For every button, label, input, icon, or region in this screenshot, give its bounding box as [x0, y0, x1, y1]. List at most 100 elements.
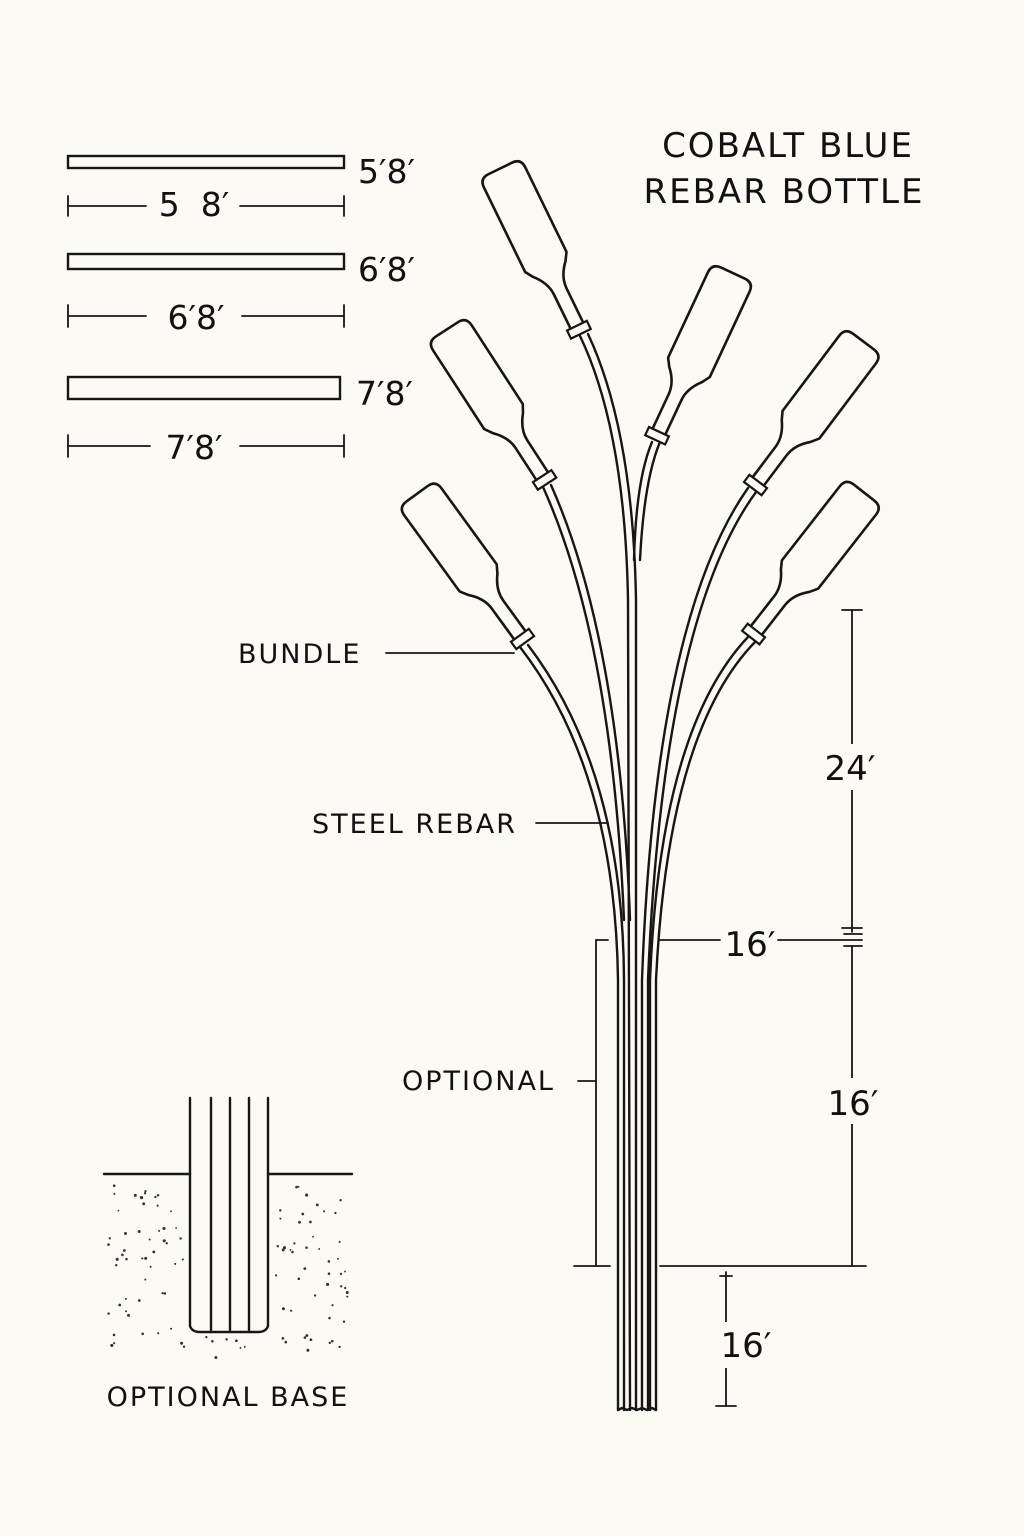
- soil-dot: [275, 1274, 278, 1277]
- title-line-1: COBALT BLUE: [662, 126, 914, 166]
- soil-dot: [113, 1192, 116, 1195]
- soil-dot: [148, 1238, 151, 1241]
- middle-dimension-label: 16′: [828, 1084, 879, 1124]
- soil-dot: [243, 1345, 246, 1348]
- soil-dot: [339, 1272, 343, 1276]
- lower-dimension-label: 16′: [721, 1326, 772, 1366]
- middle-dimension-line: [659, 945, 890, 1267]
- rod-length-label-1: 5′8′: [358, 152, 415, 191]
- bottle-1: [481, 160, 593, 341]
- bottle-3: [429, 318, 558, 492]
- soil-dot: [281, 1248, 285, 1252]
- bottle-6: [740, 480, 880, 646]
- soil-dot: [107, 1312, 110, 1315]
- soil-dot: [289, 1248, 292, 1251]
- soil-dot: [334, 1211, 337, 1215]
- title-line-2: REBAR BOTTLE: [644, 172, 925, 212]
- soil-dot: [181, 1258, 184, 1261]
- soil-dot: [305, 1246, 308, 1249]
- bottles: [400, 160, 880, 651]
- rod-bar-2: [66, 252, 346, 271]
- soil-dot: [323, 1210, 326, 1213]
- soil-dot: [309, 1338, 313, 1342]
- soil-dot: [281, 1307, 285, 1311]
- soil-dot: [144, 1190, 147, 1193]
- soil-dot: [309, 1220, 312, 1224]
- soil-dot: [235, 1339, 238, 1343]
- soil-dot: [115, 1264, 118, 1267]
- soil-dot: [279, 1209, 282, 1212]
- soil-dot: [306, 1348, 310, 1352]
- soil-dot: [141, 1257, 144, 1260]
- optional-bracket: [573, 939, 611, 1267]
- soil-dot: [118, 1303, 122, 1307]
- steel-rebar-callout-label: STEEL REBAR: [312, 809, 517, 840]
- soil-dot: [113, 1342, 116, 1345]
- soil-texture: [107, 1184, 349, 1359]
- soil-dot: [205, 1335, 208, 1339]
- soil-dot: [143, 1192, 147, 1195]
- soil-dot: [327, 1272, 331, 1275]
- soil-dot: [124, 1232, 127, 1235]
- soil-dot: [162, 1239, 166, 1243]
- soil-dot: [124, 1297, 127, 1300]
- soil-dot: [144, 1278, 147, 1281]
- soil-dot: [312, 1235, 314, 1238]
- soil-dot: [327, 1260, 331, 1263]
- soil-dot: [298, 1220, 301, 1224]
- rod-dimension-line-1: [67, 195, 345, 217]
- soil-dot: [340, 1285, 343, 1288]
- rod-length-label-2: 6′8′: [358, 250, 415, 289]
- soil-dot: [214, 1356, 218, 1359]
- soil-dot: [161, 1292, 164, 1295]
- steel-rebar-stems: [518, 332, 758, 1412]
- rod-length-label-3: 7′8′: [356, 374, 413, 413]
- rod-dimension-line-3: [67, 434, 345, 458]
- rod-dimension-text-3: 7′8′: [166, 428, 223, 467]
- soil-dot: [279, 1217, 282, 1220]
- soil-dot: [342, 1320, 346, 1323]
- soil-dot: [127, 1313, 130, 1317]
- rod-dimension-text-2: 6′8′: [168, 298, 225, 337]
- soil-dot: [295, 1185, 298, 1189]
- soil-dot: [318, 1247, 321, 1250]
- bundle-callout-label: BUNDLE: [238, 639, 361, 670]
- soil-dot: [133, 1193, 137, 1197]
- soil-dot: [165, 1242, 168, 1245]
- soil-dot: [305, 1334, 309, 1337]
- soil-dot: [346, 1295, 349, 1298]
- bottle-2: [643, 264, 753, 446]
- soil-dot: [326, 1282, 330, 1286]
- soil-dot: [276, 1244, 280, 1248]
- soil-dot: [158, 1229, 161, 1232]
- mid-dimension-tick: [659, 933, 863, 947]
- soil-dot: [297, 1277, 301, 1281]
- soil-dot: [125, 1310, 127, 1313]
- soil-dot: [125, 1257, 128, 1261]
- soil-dot: [107, 1243, 110, 1246]
- soil-dot: [338, 1345, 341, 1349]
- mid-dimension-label: 16′: [725, 925, 776, 965]
- soil-dot: [163, 1292, 167, 1295]
- soil-dot: [301, 1212, 305, 1216]
- soil-dot: [303, 1336, 307, 1339]
- soil-dot: [345, 1291, 349, 1294]
- soil-dot: [139, 1196, 144, 1200]
- soil-dot: [112, 1184, 116, 1187]
- soil-dot: [123, 1249, 126, 1252]
- soil-dot: [110, 1343, 114, 1347]
- soil-dot: [297, 1185, 300, 1188]
- soil-dot: [211, 1340, 214, 1343]
- lower-dimension-line: [702, 1271, 758, 1407]
- soil-dot: [328, 1316, 331, 1320]
- soil-dot: [137, 1299, 141, 1302]
- soil-dot: [331, 1304, 334, 1307]
- soil-dot: [108, 1237, 111, 1240]
- soil-dot: [290, 1309, 293, 1312]
- soil-dot: [157, 1332, 160, 1335]
- bottle-4: [742, 329, 880, 497]
- rod-bar-3: [66, 375, 342, 401]
- soil-dot: [174, 1262, 177, 1265]
- soil-dot: [170, 1327, 173, 1330]
- soil-dot: [175, 1227, 178, 1229]
